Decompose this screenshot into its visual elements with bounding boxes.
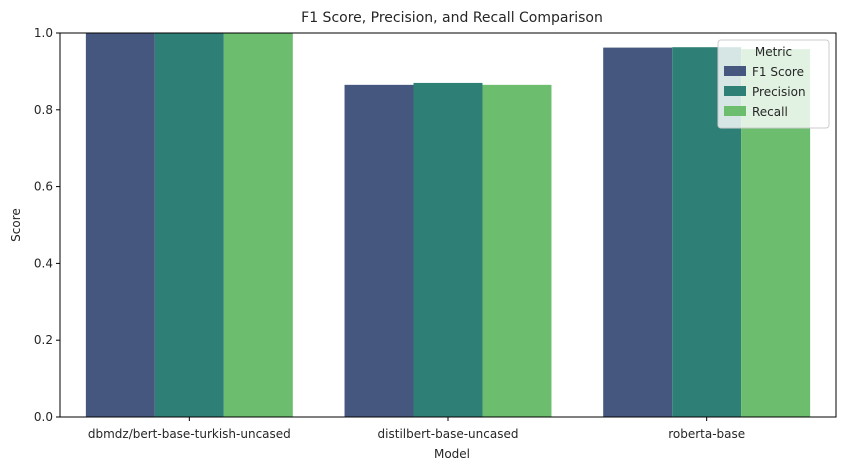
- x-axis-label: Model: [434, 447, 470, 461]
- y-tick-label-3: 0.6: [34, 180, 53, 194]
- y-tick-label-4: 0.8: [34, 103, 53, 117]
- bar-precision-0: [154, 33, 224, 417]
- x-ticks-group: dbmdz/bert-base-turkish-uncased distilber…: [88, 417, 745, 441]
- x-tick-label-0: dbmdz/bert-base-turkish-uncased: [88, 427, 291, 441]
- legend-swatch-0: [724, 66, 746, 76]
- chart-title: F1 Score, Precision, and Recall Comparis…: [301, 10, 603, 26]
- bar-precision-1: [413, 82, 483, 418]
- y-tick-label-1: 0.2: [34, 333, 53, 347]
- y-ticks-group: 0.0 0.2 0.4 0.6 0.8 1.0: [34, 26, 60, 424]
- bars-group: [85, 33, 811, 418]
- x-tick-label-1: distilbert-base-uncased: [378, 427, 519, 441]
- legend-swatch-1: [724, 86, 746, 96]
- y-tick-label-2: 0.4: [34, 256, 53, 270]
- bar-f1-score-0: [85, 33, 155, 417]
- legend-title: Metric: [755, 45, 792, 59]
- y-tick-label-0: 0.0: [34, 410, 53, 424]
- bar-f1-score-2: [603, 47, 673, 417]
- legend-label-1: Precision: [752, 85, 806, 99]
- bar-f1-score-1: [344, 84, 414, 417]
- bar-recall-0: [223, 33, 293, 417]
- legend-label-2: Recall: [752, 105, 788, 119]
- bar-recall-1: [482, 84, 552, 417]
- legend-label-0: F1 Score: [752, 65, 804, 79]
- y-tick-label-5: 1.0: [34, 26, 53, 40]
- y-axis-label: Score: [9, 208, 23, 242]
- legend: Metric F1 Score Precision Recall: [717, 39, 830, 129]
- x-tick-label-2: roberta-base: [668, 427, 745, 441]
- legend-swatch-2: [724, 106, 746, 116]
